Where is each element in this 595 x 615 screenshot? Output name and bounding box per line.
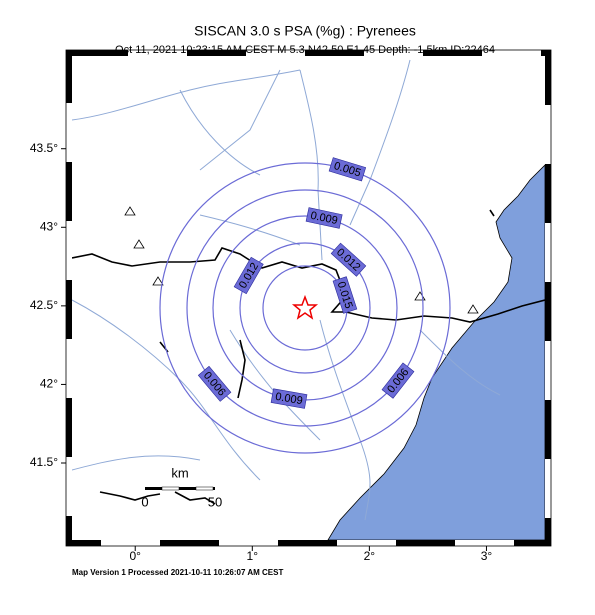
contour-line — [159, 162, 451, 454]
x-tick-label: 0° — [129, 549, 141, 563]
contour-label-box — [233, 256, 264, 295]
contour-label-text: 0.009 — [274, 391, 303, 408]
contour-line — [239, 242, 371, 374]
y-tick-label: 41.5° — [30, 455, 58, 469]
contour-line — [186, 189, 424, 427]
contour-label-box — [381, 362, 415, 399]
y-tick-label: 43° — [40, 219, 58, 233]
sea — [327, 164, 545, 540]
contour-label: 0.005 — [328, 157, 367, 182]
title: SISCAN 3.0 s PSA (%g) : Pyrenees — [194, 23, 416, 39]
x-tick-label: 3° — [481, 549, 493, 563]
contour-label: 0.009 — [305, 207, 343, 229]
contour-label-box — [197, 365, 232, 402]
footer: Map Version 1 Processed 2021-10-11 10:26… — [72, 568, 283, 577]
contour-label-box — [328, 157, 367, 182]
scale-unit: km — [171, 465, 188, 480]
contour-label-box — [270, 388, 308, 409]
epicenter — [291, 294, 319, 320]
scale-tick: 0 — [141, 494, 148, 509]
scale-tick: 50 — [208, 494, 222, 509]
frame — [66, 50, 551, 546]
contour-label-box — [305, 207, 343, 229]
y-tick-label: 42.5° — [30, 298, 58, 312]
contour-label-box — [330, 242, 367, 277]
contour-label-box — [332, 276, 358, 314]
contour-label-text: 0.009 — [309, 210, 338, 227]
x-tick-label: 1° — [247, 549, 259, 563]
y-tick-label: 43.5° — [30, 141, 58, 155]
y-tick-label: 42° — [40, 377, 58, 391]
frame-outline — [65, 49, 552, 547]
contour-label: 0.009 — [270, 388, 308, 409]
x-tick-label: 2° — [364, 549, 376, 563]
scale-bar: km 0 50 — [141, 465, 222, 509]
